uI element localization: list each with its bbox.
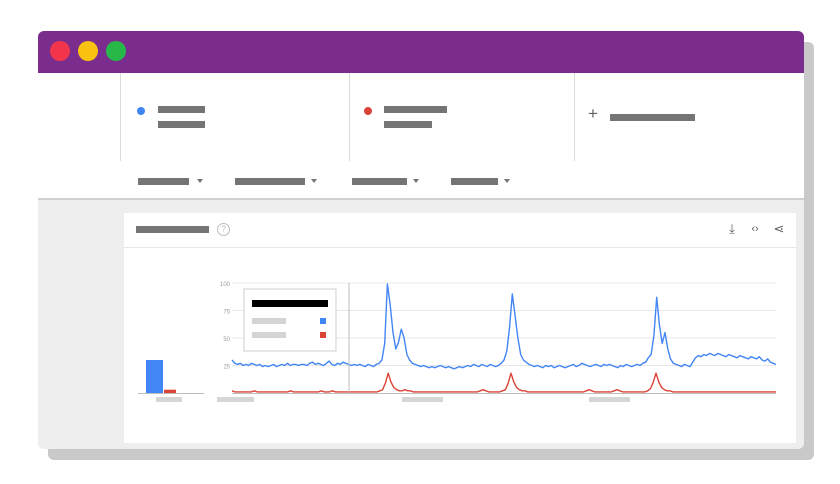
tooltip-term-1-swatch [320, 318, 326, 324]
term-1-subtitle-redacted [158, 121, 205, 128]
help-icon[interactable]: ? [217, 223, 230, 236]
close-icon[interactable] [50, 41, 70, 61]
download-icon[interactable]: ⤓ [729, 221, 735, 236]
filter-4-dropdown[interactable] [451, 176, 511, 186]
tooltip-date-redacted [252, 300, 328, 307]
filter-3-dropdown[interactable] [352, 176, 420, 186]
tooltip-term-1-redacted [252, 318, 286, 324]
term-1-title-redacted [158, 106, 205, 113]
add-comparison-label-redacted [610, 114, 695, 121]
x-tick-label-redacted [217, 397, 254, 402]
y-tick-label: 50 [223, 337, 230, 343]
filter-2-label-redacted [235, 178, 305, 185]
minimize-icon[interactable] [78, 41, 98, 61]
x-tick-label-redacted [402, 397, 443, 402]
x-tick-label-redacted [589, 397, 630, 402]
search-terms-bar: + [38, 73, 804, 162]
filter-1-label-redacted [138, 178, 189, 185]
search-term-2[interactable] [349, 73, 574, 161]
term-2-title-redacted [384, 106, 447, 113]
y-tick-label: 100 [220, 282, 231, 288]
chevron-down-icon [311, 179, 317, 183]
title-bar [38, 31, 804, 73]
filter-3-label-redacted [352, 178, 407, 185]
embed-icon[interactable]: ‹› [751, 223, 759, 235]
interest-over-time-card: ? ⤓ ‹› ⋖ 25 50 75 100 [124, 213, 796, 443]
maximize-icon[interactable] [106, 41, 126, 61]
interest-chart: 25 50 75 100 [138, 282, 777, 402]
tooltip-term-2-swatch [320, 332, 326, 338]
average-bar [146, 360, 163, 393]
filters-bar [38, 161, 804, 200]
filter-2-dropdown[interactable] [235, 176, 319, 186]
series-line-1 [231, 283, 777, 370]
plus-icon: + [588, 104, 598, 123]
chevron-down-icon [504, 179, 510, 183]
browser-window: + ? ⤓ ‹› ⋖ 25 50 75 100 [38, 31, 804, 449]
filter-4-label-redacted [451, 178, 498, 185]
search-term-1[interactable] [120, 73, 349, 161]
card-header: ? ⤓ ‹› ⋖ [124, 213, 796, 248]
series-line-2 [231, 372, 776, 393]
share-icon[interactable]: ⋖ [773, 221, 785, 236]
card-title-redacted [136, 226, 209, 233]
chevron-down-icon [413, 179, 419, 183]
term-2-subtitle-redacted [384, 121, 432, 128]
term-1-color-dot [137, 107, 145, 115]
chevron-down-icon [197, 179, 203, 183]
add-comparison-button[interactable]: + [574, 73, 804, 161]
y-tick-label: 75 [223, 310, 230, 316]
x-tick-label-redacted [156, 397, 182, 402]
filter-1-dropdown[interactable] [138, 176, 204, 186]
average-bar [164, 389, 176, 393]
tooltip-term-2-redacted [252, 332, 286, 338]
term-2-color-dot [364, 107, 372, 115]
y-tick-label: 25 [223, 365, 230, 371]
